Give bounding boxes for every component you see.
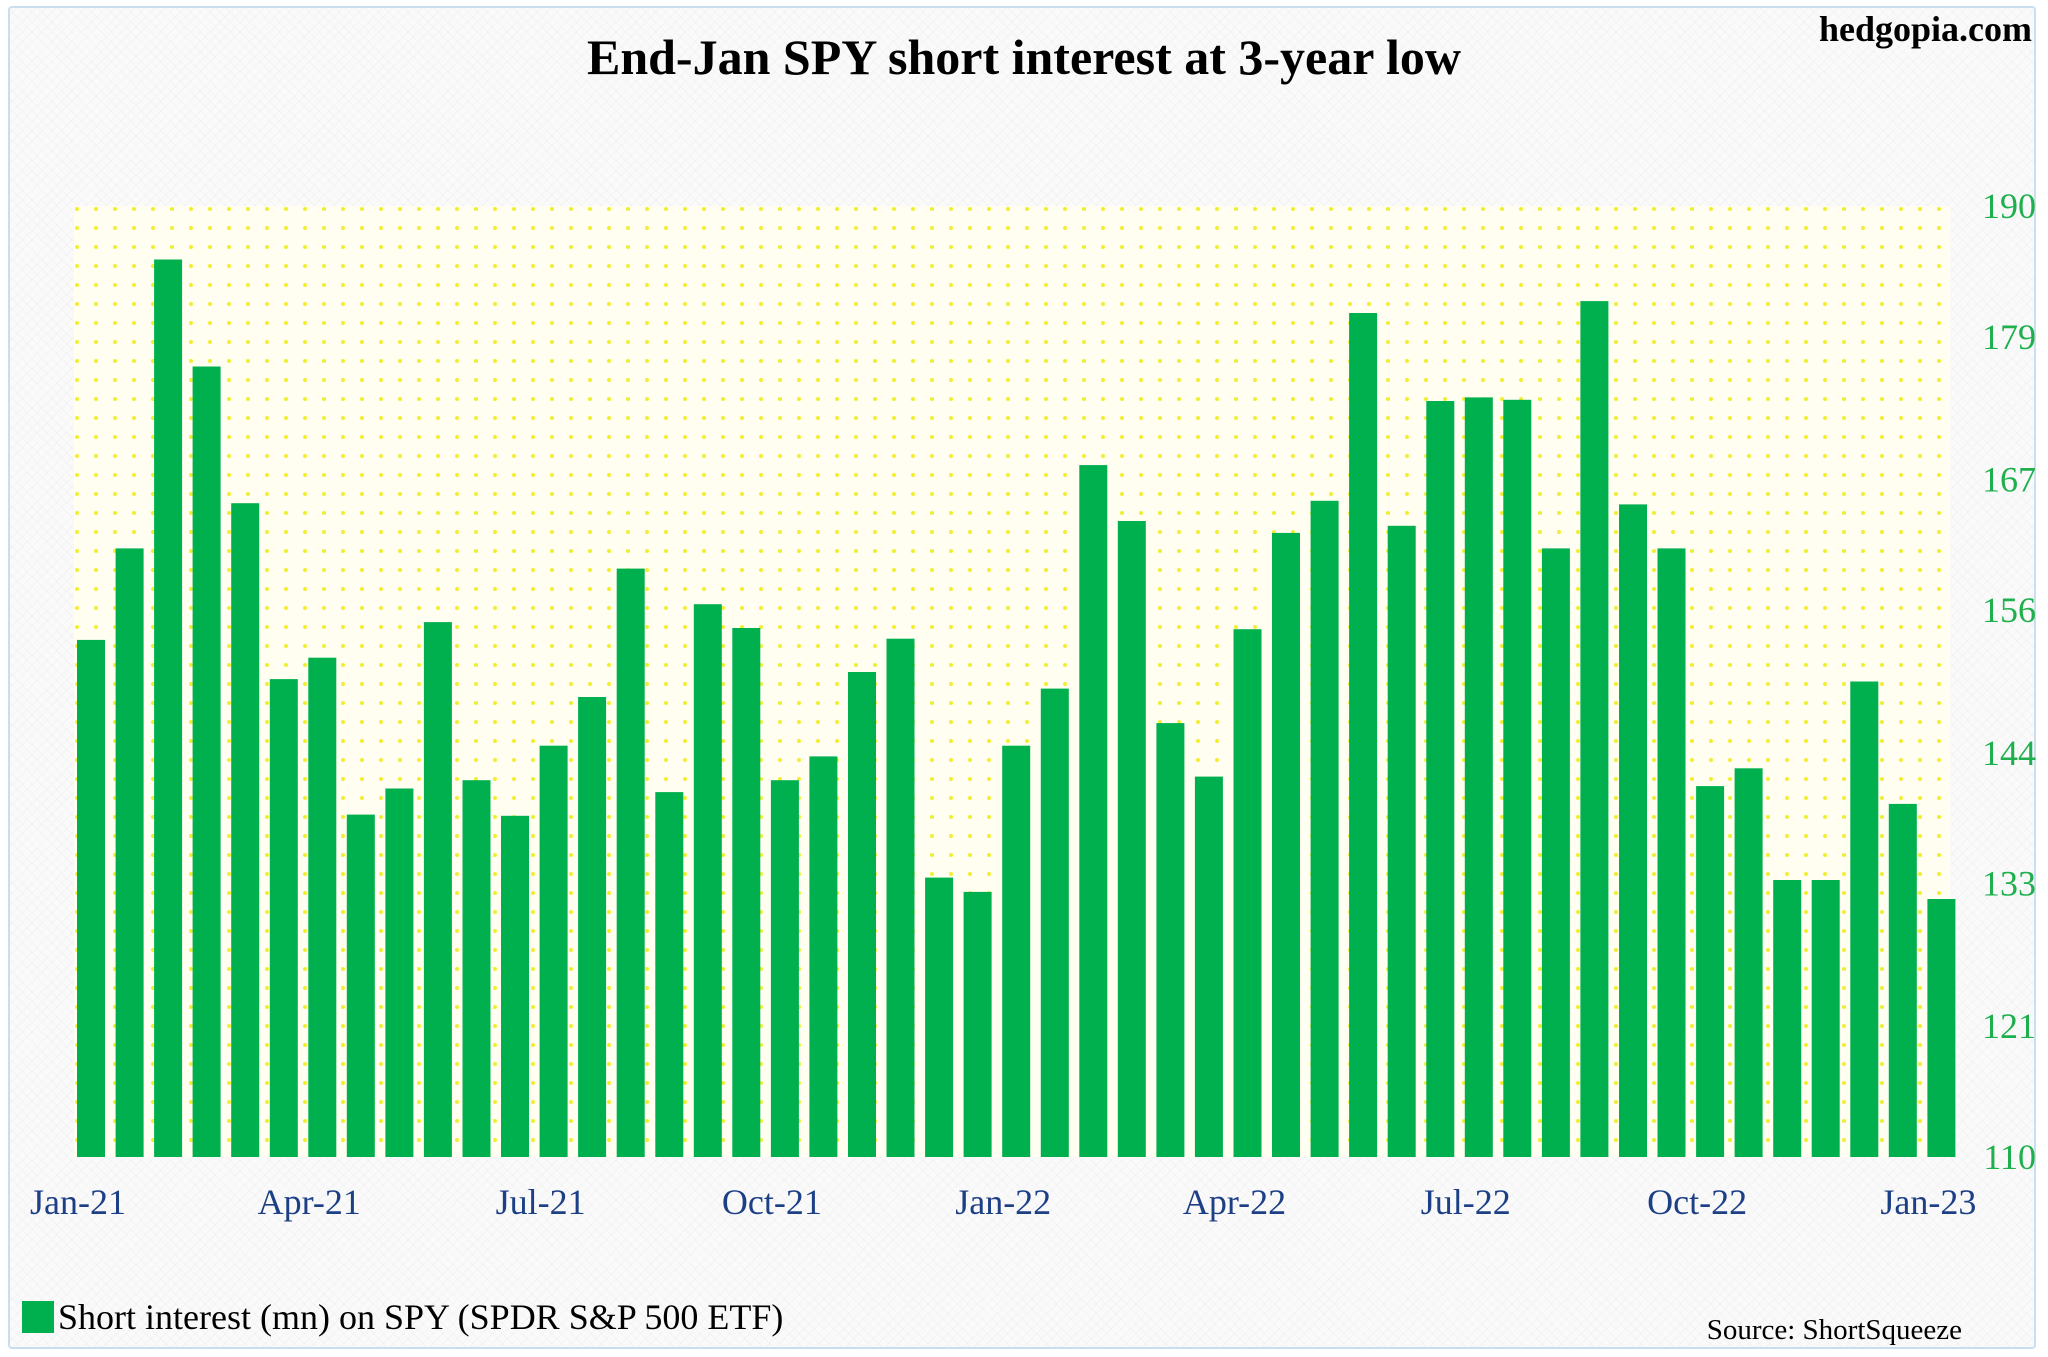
y-tick-label: 190	[1982, 186, 2036, 226]
bar	[1734, 768, 1763, 1157]
bar	[809, 756, 838, 1157]
bar	[1541, 548, 1570, 1157]
bar	[539, 745, 568, 1157]
bar	[1426, 401, 1455, 1157]
x-tick-label: Oct-22	[1647, 1182, 1747, 1222]
x-tick-label: Jul-22	[1421, 1182, 1511, 1222]
bar	[423, 622, 452, 1157]
bar	[925, 877, 954, 1157]
x-tick-label: Oct-21	[722, 1182, 822, 1222]
bar	[1850, 681, 1879, 1157]
bar	[269, 679, 298, 1157]
bar	[693, 604, 722, 1157]
x-tick-label: Apr-22	[1183, 1182, 1286, 1222]
bar	[462, 780, 491, 1157]
bar	[1696, 786, 1725, 1157]
bar	[385, 788, 414, 1157]
bar	[848, 672, 876, 1157]
bar	[1657, 548, 1686, 1157]
y-tick-label: 144	[1982, 733, 2036, 773]
legend-label: Short interest (mn) on SPY (SPDR S&P 500…	[58, 1297, 784, 1337]
x-axis: Jan-21 Apr-21 Jul-21 Oct-21 Jan-22 Apr-22 Jul-…	[30, 1182, 1976, 1222]
x-tick-label: Jan-23	[1880, 1182, 1976, 1222]
bar	[346, 814, 375, 1157]
x-tick-label: Jul-21	[496, 1182, 586, 1222]
bar	[1811, 880, 1840, 1157]
bar	[154, 259, 183, 1157]
y-tick-label: 121	[1982, 1006, 2036, 1046]
bar	[1079, 465, 1108, 1158]
bar	[1580, 301, 1609, 1158]
bar	[231, 503, 260, 1157]
chart-title: End-Jan SPY short interest at 3-year low	[586, 29, 1462, 85]
bar	[1233, 629, 1262, 1157]
y-tick-label: 110	[1983, 1137, 2036, 1177]
bar	[616, 568, 645, 1157]
bar	[1272, 532, 1300, 1157]
bar	[1503, 399, 1532, 1157]
bar	[963, 891, 992, 1157]
bar	[1310, 500, 1339, 1157]
bar	[655, 792, 684, 1157]
bar	[1156, 723, 1185, 1157]
bar	[578, 697, 607, 1157]
bar	[1387, 525, 1416, 1157]
y-axis: 110 121 133 144 156 167 179 190	[1982, 186, 2036, 1177]
bar	[77, 639, 105, 1157]
legend: Short interest (mn) on SPY (SPDR S&P 500…	[22, 1296, 783, 1338]
brand-watermark: hedgopia.com	[1818, 9, 2032, 49]
bar	[501, 815, 529, 1157]
bar	[1117, 521, 1146, 1157]
bars-group	[77, 259, 1956, 1158]
bar	[1194, 776, 1223, 1157]
bar	[1040, 688, 1069, 1157]
bar	[192, 366, 221, 1157]
x-tick-label: Apr-21	[258, 1182, 361, 1222]
bar	[1002, 745, 1031, 1157]
bar	[1619, 504, 1647, 1157]
x-tick-label: Jan-22	[955, 1182, 1051, 1222]
bar	[732, 628, 761, 1157]
bar	[1464, 397, 1493, 1157]
y-tick-label: 167	[1982, 459, 2036, 499]
bar	[886, 638, 915, 1157]
y-tick-label: 179	[1982, 317, 2036, 357]
bar	[1349, 313, 1378, 1157]
bar	[1773, 880, 1802, 1157]
source-note: Source: ShortSqueeze	[1706, 1314, 1962, 1346]
bar	[1888, 803, 1917, 1157]
y-tick-label: 156	[1982, 590, 2036, 630]
bar	[1927, 899, 1956, 1157]
bar	[770, 780, 799, 1157]
y-tick-label: 133	[1982, 864, 2036, 904]
bar	[115, 548, 144, 1157]
bar	[308, 657, 337, 1157]
x-tick-label: Jan-21	[30, 1182, 126, 1222]
legend-swatch	[22, 1301, 54, 1333]
